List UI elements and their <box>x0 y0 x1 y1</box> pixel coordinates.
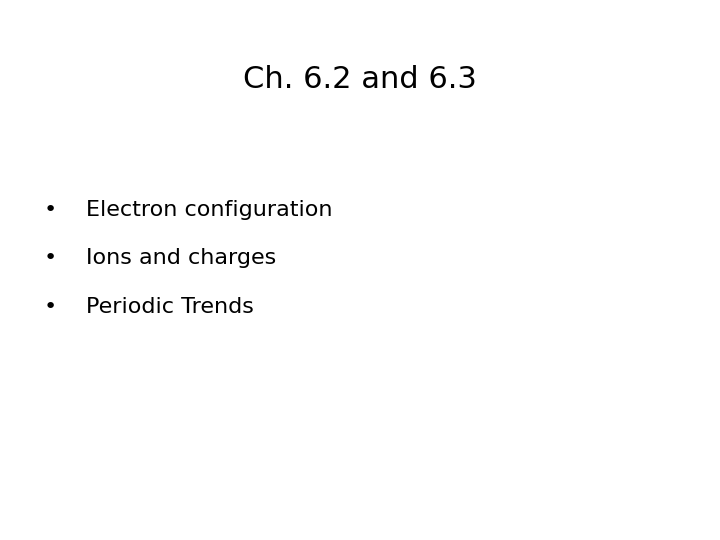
Text: Ch. 6.2 and 6.3: Ch. 6.2 and 6.3 <box>243 65 477 94</box>
Text: •: • <box>44 200 57 220</box>
Text: •: • <box>44 297 57 317</box>
Text: Ions and charges: Ions and charges <box>86 248 276 268</box>
Text: •: • <box>44 248 57 268</box>
Text: Periodic Trends: Periodic Trends <box>86 297 254 317</box>
Text: Electron configuration: Electron configuration <box>86 200 333 220</box>
